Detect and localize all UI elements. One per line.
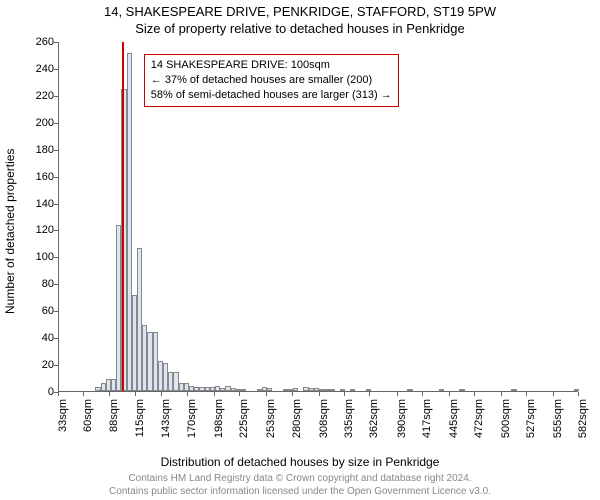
y-tick-mark (54, 338, 58, 339)
x-tick-label: 115sqm (134, 399, 146, 454)
y-tick-mark (54, 284, 58, 285)
x-tick-label: 582sqm (577, 399, 589, 454)
x-tick-label: 143sqm (160, 399, 172, 454)
y-tick-label: 80 (14, 278, 54, 290)
histogram-chart: 14, SHAKESPEARE DRIVE, PENKRIDGE, STAFFO… (0, 0, 600, 500)
x-tick-label: 170sqm (186, 399, 198, 454)
annotation-line: 58% of semi-detached houses are larger (… (151, 88, 392, 103)
y-tick-mark (54, 311, 58, 312)
x-tick-label: 500sqm (500, 399, 512, 454)
histogram-bar (241, 389, 246, 391)
histogram-bar (267, 388, 272, 391)
x-tick-mark (422, 392, 423, 396)
x-tick-label: 527sqm (525, 399, 537, 454)
x-tick-label: 362sqm (368, 399, 380, 454)
x-tick-mark (109, 392, 110, 396)
x-tick-label: 280sqm (291, 399, 303, 454)
histogram-bar (511, 389, 516, 391)
x-tick-mark (344, 392, 345, 396)
y-tick-label: 180 (14, 144, 54, 156)
y-tick-mark (54, 230, 58, 231)
x-tick-label: 33sqm (57, 399, 69, 454)
y-tick-label: 120 (14, 224, 54, 236)
histogram-bar (366, 389, 371, 391)
histogram-bar (340, 389, 345, 391)
annotation-box: 14 SHAKESPEARE DRIVE: 100sqm← 37% of det… (144, 54, 399, 107)
histogram-bar (459, 389, 464, 391)
y-tick-label: 220 (14, 90, 54, 102)
copyright-line-1: Contains HM Land Registry data © Crown c… (128, 473, 471, 484)
y-tick-mark (54, 204, 58, 205)
y-tick-label: 140 (14, 198, 54, 210)
histogram-bar (350, 389, 355, 391)
x-tick-label: 555sqm (552, 399, 564, 454)
x-tick-label: 253sqm (265, 399, 277, 454)
y-tick-label: 160 (14, 171, 54, 183)
y-tick-mark (54, 123, 58, 124)
x-tick-mark (58, 392, 59, 396)
x-tick-mark (214, 392, 215, 396)
x-tick-mark (474, 392, 475, 396)
y-tick-mark (54, 365, 58, 366)
x-tick-mark (526, 392, 527, 396)
y-tick-mark (54, 177, 58, 178)
x-tick-mark (369, 392, 370, 396)
x-tick-label: 445sqm (448, 399, 460, 454)
x-tick-mark (83, 392, 84, 396)
y-tick-label: 260 (14, 36, 54, 48)
x-tick-label: 60sqm (82, 399, 94, 454)
x-axis-label: Distribution of detached houses by size … (0, 455, 600, 469)
x-tick-mark (187, 392, 188, 396)
x-tick-label: 335sqm (343, 399, 355, 454)
annotation-line: 14 SHAKESPEARE DRIVE: 100sqm (151, 58, 392, 73)
x-tick-mark (239, 392, 240, 396)
x-tick-label: 88sqm (108, 399, 120, 454)
y-tick-label: 0 (14, 386, 54, 398)
y-tick-label: 40 (14, 332, 54, 344)
copyright-line-2: Contains public sector information licen… (109, 486, 491, 497)
x-tick-mark (266, 392, 267, 396)
x-tick-mark (135, 392, 136, 396)
y-tick-label: 200 (14, 117, 54, 129)
x-tick-label: 390sqm (396, 399, 408, 454)
chart-subtitle: Size of property relative to detached ho… (0, 21, 600, 36)
x-tick-label: 472sqm (473, 399, 485, 454)
x-tick-mark (553, 392, 554, 396)
histogram-bar (407, 389, 412, 391)
x-tick-mark (292, 392, 293, 396)
y-tick-mark (54, 96, 58, 97)
x-tick-mark (449, 392, 450, 396)
histogram-bar (574, 389, 579, 391)
x-tick-label: 198sqm (213, 399, 225, 454)
x-tick-label: 417sqm (421, 399, 433, 454)
annotation-line: ← 37% of detached houses are smaller (20… (151, 73, 392, 88)
reference-line (122, 42, 124, 391)
x-tick-mark (501, 392, 502, 396)
y-tick-mark (54, 150, 58, 151)
y-tick-label: 60 (14, 305, 54, 317)
y-tick-mark (54, 69, 58, 70)
histogram-bar (329, 389, 334, 391)
histogram-bar (293, 388, 298, 391)
x-tick-label: 225sqm (238, 399, 250, 454)
x-tick-mark (578, 392, 579, 396)
y-tick-mark (54, 42, 58, 43)
x-tick-label: 308sqm (318, 399, 330, 454)
copyright-text: Contains HM Land Registry data © Crown c… (0, 473, 600, 498)
y-tick-label: 100 (14, 251, 54, 263)
x-tick-mark (161, 392, 162, 396)
chart-title: 14, SHAKESPEARE DRIVE, PENKRIDGE, STAFFO… (0, 4, 600, 19)
y-tick-mark (54, 257, 58, 258)
y-tick-label: 20 (14, 359, 54, 371)
y-tick-label: 240 (14, 63, 54, 75)
x-tick-mark (397, 392, 398, 396)
histogram-bar (439, 389, 444, 391)
x-tick-mark (319, 392, 320, 396)
